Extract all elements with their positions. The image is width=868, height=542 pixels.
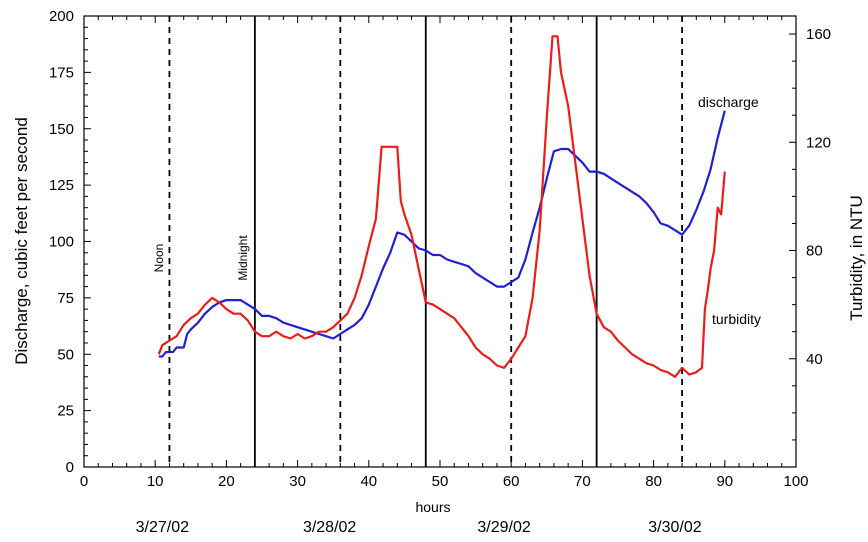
annotation-midnight: Midnight	[236, 235, 250, 281]
legend-label-turbidity: turbidity	[712, 311, 761, 327]
series-layer	[157, 35, 726, 378]
y-axis-title-left: Discharge, cubic feet per second	[12, 117, 31, 365]
x-axis-title: hours	[415, 499, 450, 515]
date-label: 3/29/02	[477, 519, 530, 536]
x-tick-label: 90	[716, 473, 733, 490]
x-tick-label: 40	[360, 473, 377, 490]
x-tick-label: 60	[503, 473, 520, 490]
x-tick-label: 10	[147, 473, 164, 490]
x-tick-label: 50	[432, 473, 449, 490]
y-tick-label-left: 50	[57, 346, 74, 363]
axis-ticks: 0 10 20 30 40 50 60 70 80 90 100 0 25 50 75 100 125 150 17…	[49, 8, 831, 490]
y-tick-label-left: 100	[49, 234, 74, 251]
y-tick-label-left: 0	[66, 459, 74, 476]
date-label: 3/27/02	[136, 519, 189, 536]
x-tick-label: 30	[289, 473, 306, 490]
y-tick-label-left: 125	[49, 177, 74, 194]
y-tick-label-left: 75	[57, 290, 74, 307]
plot-frame	[83, 15, 797, 468]
y-tick-label-left: 175	[49, 64, 74, 81]
x-tick-label: 20	[218, 473, 235, 490]
date-label: 3/30/02	[648, 519, 701, 536]
turbidity-line	[157, 35, 726, 378]
y-tick-label-left: 25	[57, 403, 74, 420]
y-tick-label-left: 150	[49, 121, 74, 138]
date-labels: 3/27/02 3/28/02 3/29/02 3/30/02	[136, 519, 702, 536]
x-tick-label: 100	[783, 473, 808, 490]
legend-label-discharge: discharge	[698, 94, 759, 110]
y-tick-label-right: 80	[806, 243, 823, 260]
y-tick-label-right: 120	[806, 134, 831, 151]
y-tick-label-right: 40	[806, 351, 823, 368]
annotation-noon: Noon	[152, 244, 166, 273]
y-axis-title-right: Turbidity, in NTU	[847, 195, 866, 321]
discharge-line	[158, 110, 726, 358]
y-tick-label-right: 160	[806, 26, 831, 43]
x-tick-label: 0	[80, 473, 88, 490]
x-tick-label: 70	[574, 473, 591, 490]
date-label: 3/28/02	[303, 519, 356, 536]
y-tick-label-left: 200	[49, 8, 74, 25]
x-tick-label: 80	[645, 473, 662, 490]
day-divider-lines	[168, 16, 683, 467]
